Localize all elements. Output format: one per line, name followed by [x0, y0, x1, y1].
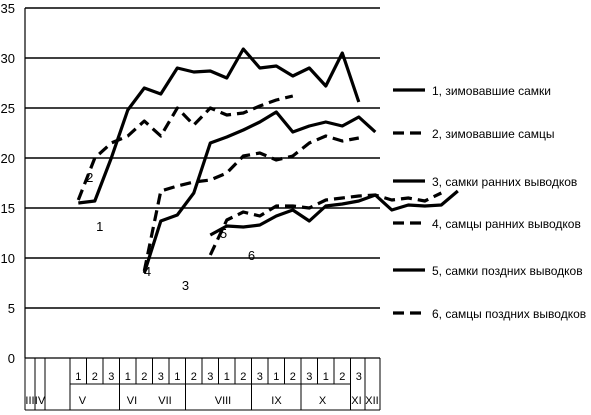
x-month-label: IX [271, 395, 282, 407]
series-number-label: 2 [86, 170, 93, 185]
x-decade-label: 1 [323, 371, 329, 383]
x-decade-label: 3 [306, 371, 312, 383]
legend-label-6: 6, самцы поздних выводков [432, 307, 586, 321]
x-decade-label: 2 [240, 371, 246, 383]
x-month-label: VII [158, 395, 171, 407]
x-decade-label: 2 [339, 371, 345, 383]
series-point-labels: 1 2 3 4 5 6 [86, 170, 255, 293]
y-tick-label: 35 [1, 1, 15, 16]
series-number-label: 6 [248, 248, 255, 263]
series-number-label: 4 [144, 264, 151, 279]
x-decade-label: 3 [158, 371, 164, 383]
x-decade-label: 2 [191, 371, 197, 383]
series-lines [76, 47, 459, 274]
series-line-2 [76, 94, 294, 201]
y-tick-label: 30 [1, 51, 15, 66]
x-month-label: XI [351, 395, 361, 407]
series-number-label: 1 [96, 219, 103, 234]
x-month-label: VIII [215, 395, 232, 407]
series-line-1 [78, 47, 361, 205]
legend-label-4: 4, самцы ранних выводков [432, 217, 581, 231]
legend-label-3: 3, самки ранних выводков [432, 175, 577, 189]
x-month-label: IV [35, 395, 46, 407]
y-tick-label: 20 [1, 151, 15, 166]
y-gridlines [24, 7, 380, 359]
x-decade-label: 1 [224, 371, 230, 383]
x-decade-label: 1 [174, 371, 180, 383]
series-number-label: 3 [182, 278, 189, 293]
series-line-6 [208, 191, 442, 256]
series-line-3 [142, 110, 377, 274]
y-tick-label: 25 [1, 101, 15, 116]
x-decade-label: 3 [207, 371, 213, 383]
series-line-5 [209, 189, 459, 237]
x-decade-label: 1 [273, 371, 279, 383]
x-month-label: X [319, 395, 327, 407]
x-decade-label: 2 [290, 371, 296, 383]
legend-label-2: 2, зимовавшие самцы [432, 127, 555, 141]
x-month-label: III [25, 395, 34, 407]
legend-label-1: 1, зимовавшие самки [432, 84, 551, 98]
y-tick-labels: 0 5 10 15 20 25 30 35 [1, 1, 15, 366]
x-month-label: V [79, 395, 87, 407]
y-tick-label: 10 [1, 251, 15, 266]
y-tick-label: 5 [8, 301, 15, 316]
x-decade-label: 3 [257, 371, 263, 383]
x-decade-label: 2 [141, 371, 147, 383]
x-decade-label: 3 [356, 371, 362, 383]
y-tick-label: 0 [8, 351, 15, 366]
y-tick-label: 15 [1, 201, 15, 216]
x-month-label: VI [127, 395, 137, 407]
x-decade-label: 2 [92, 371, 98, 383]
x-month-label: XII [365, 395, 378, 407]
series-number-label: 5 [220, 226, 227, 241]
x-decade-label: 1 [75, 371, 81, 383]
series-line-4 [142, 134, 360, 272]
x-decade-label: 1 [125, 371, 131, 383]
legend: 1, зимовавшие самки 2, зимовавшие самцы 3,… [393, 84, 586, 321]
x-decade-label: 3 [108, 371, 114, 383]
legend-label-5: 5, самки поздних выводков [432, 264, 583, 278]
